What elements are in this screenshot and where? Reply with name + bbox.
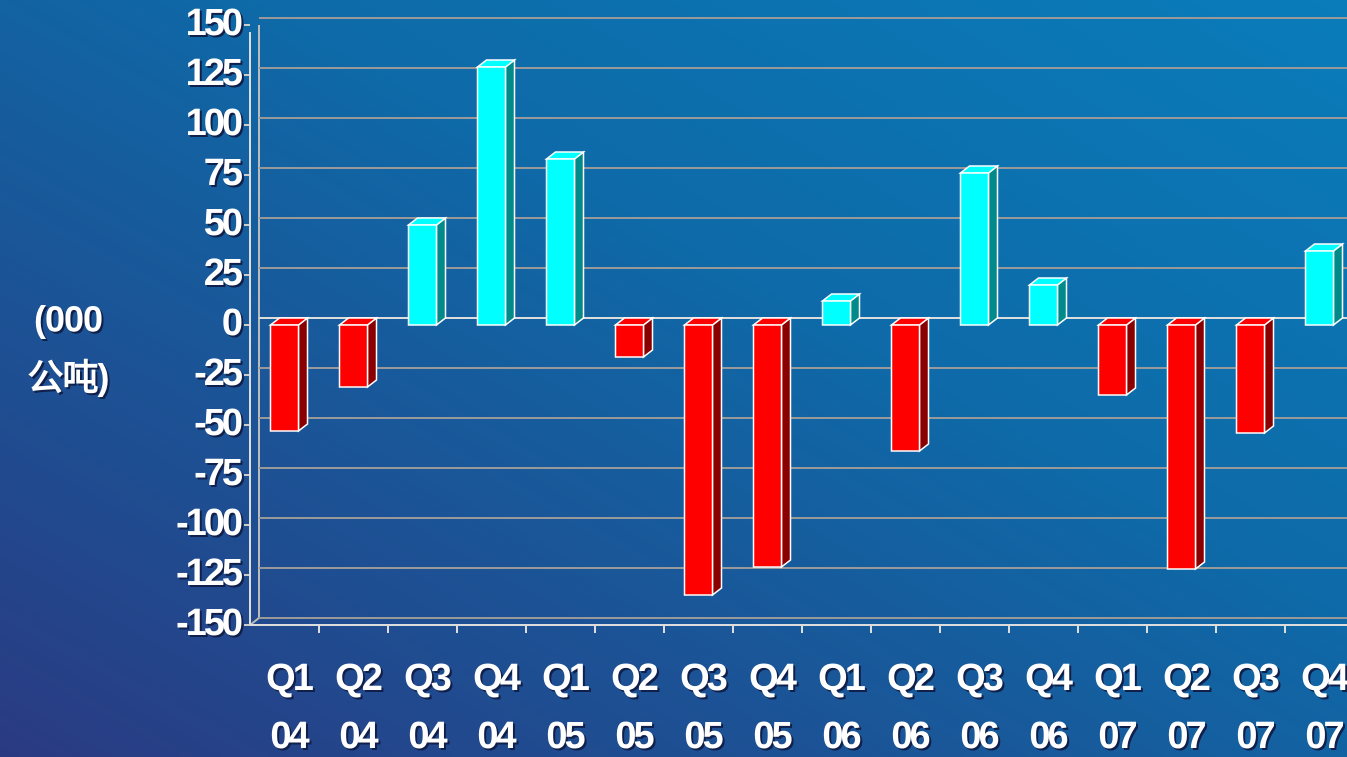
x-tick-label: 06 xyxy=(960,715,998,757)
bar-side xyxy=(1332,242,1344,327)
bar xyxy=(1028,284,1059,326)
bar xyxy=(1166,324,1197,570)
bar xyxy=(407,224,438,326)
bar-side xyxy=(987,164,999,327)
x-tick-label: Q4 xyxy=(749,657,797,699)
x-tick-label: 07 xyxy=(1167,715,1205,757)
bar xyxy=(683,324,714,596)
x-tick-label: Q1 xyxy=(542,657,590,699)
x-tick-label: 07 xyxy=(1098,715,1136,757)
bar-side xyxy=(366,316,378,389)
bar xyxy=(821,300,852,326)
bar-side xyxy=(435,216,447,327)
x-tick-label: 07 xyxy=(1305,715,1343,757)
bar-side xyxy=(711,316,723,597)
bar xyxy=(890,324,921,452)
x-tick-label: Q1 xyxy=(1094,657,1142,699)
bar xyxy=(269,324,300,432)
x-tick-label: Q3 xyxy=(1232,657,1279,699)
x-tick-label: Q2 xyxy=(335,657,382,699)
bar xyxy=(1097,324,1128,396)
bar-side xyxy=(1056,276,1068,327)
bar-side xyxy=(504,58,516,327)
y-tick-label: 25 xyxy=(204,252,243,294)
bar xyxy=(752,324,783,568)
bar xyxy=(476,66,507,326)
bar-side xyxy=(1194,316,1206,571)
x-tick-label: Q3 xyxy=(956,657,1003,699)
x-tick-label: Q2 xyxy=(887,657,934,699)
x-tick-label: 06 xyxy=(1029,715,1067,757)
x-tick-label: 04 xyxy=(408,715,447,757)
x-tick-label: Q3 xyxy=(404,657,451,699)
x-tick-label: Q4 xyxy=(1025,657,1073,699)
x-tick-label: 05 xyxy=(753,715,792,757)
bar-side xyxy=(1263,316,1275,435)
y-tick-label: -125 xyxy=(176,552,243,594)
y-tick-label: 150 xyxy=(186,2,242,44)
y-tick-label: 50 xyxy=(204,202,242,244)
x-tick-label: 05 xyxy=(546,715,585,757)
x-tick-label: Q4 xyxy=(473,657,521,699)
bar-side xyxy=(297,316,309,433)
y-tick-label: -150 xyxy=(176,602,242,644)
x-tick-label: Q3 xyxy=(680,657,727,699)
y-tick-label: 75 xyxy=(204,152,243,194)
y-tick-label: 125 xyxy=(186,52,243,94)
x-tick-label: 04 xyxy=(339,715,378,757)
x-tick-label: Q1 xyxy=(818,657,866,699)
bar xyxy=(1304,250,1335,326)
x-tick-label: 06 xyxy=(891,715,929,757)
x-tick-label: 05 xyxy=(684,715,723,757)
y-tick-label: -25 xyxy=(194,352,243,394)
x-tick-label: Q1 xyxy=(266,657,314,699)
x-tick-label: Q2 xyxy=(611,657,658,699)
x-tick-label: Q4 xyxy=(1301,657,1347,699)
x-tick-label: Q2 xyxy=(1163,657,1210,699)
bar xyxy=(614,324,645,358)
y-tick-label: -75 xyxy=(194,452,243,494)
x-tick-label: 07 xyxy=(1236,715,1274,757)
bar-side xyxy=(780,316,792,569)
bar xyxy=(1235,324,1266,434)
x-tick-label: 04 xyxy=(270,715,309,757)
bar-side xyxy=(918,316,930,453)
x-tick-label: 04 xyxy=(477,715,516,757)
bar xyxy=(545,158,576,326)
y-tick-label: -100 xyxy=(176,502,242,544)
bar xyxy=(959,172,990,326)
y-axis-label: 公吨) xyxy=(28,357,109,398)
y-tick-label: 0 xyxy=(222,302,242,344)
bar-side xyxy=(573,150,585,327)
bar-side xyxy=(1125,316,1137,397)
x-tick-label: 05 xyxy=(615,715,654,757)
x-tick-label: 06 xyxy=(822,715,860,757)
y-axis-label: (000 xyxy=(34,299,102,340)
bar xyxy=(338,324,369,388)
y-tick-label: 100 xyxy=(186,102,242,144)
y-tick-label: -50 xyxy=(194,402,242,444)
